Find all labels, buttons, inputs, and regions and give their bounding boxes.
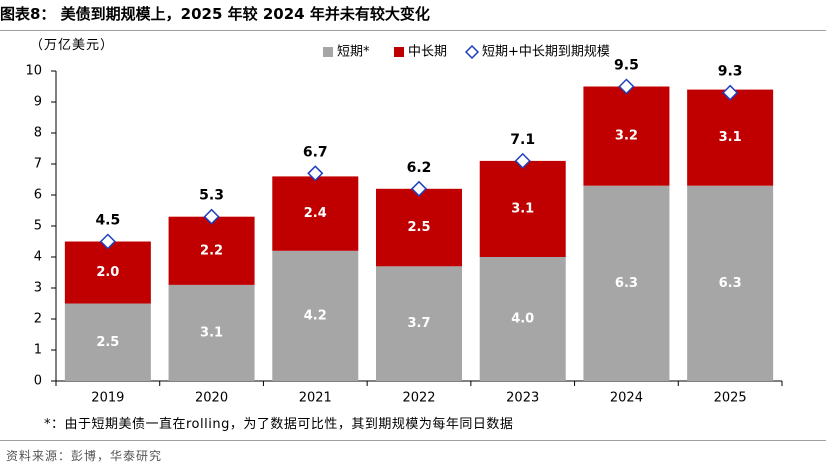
- bar-mid-long-term: [687, 89, 774, 186]
- legend-label-short-term: 短期*: [337, 45, 370, 60]
- y-tick-label: 9: [34, 95, 42, 110]
- bar-mid-long-term: [479, 160, 566, 257]
- y-axis-unit: （万亿美元）: [30, 38, 115, 53]
- bar-label-mid-long-term: 2.0: [96, 265, 119, 280]
- total-label: 6.7: [303, 144, 328, 160]
- legend-swatch-short-term: [323, 47, 333, 57]
- bar-label-short-term: 3.1: [200, 325, 223, 340]
- x-tick-label: 2020: [195, 391, 228, 406]
- total-marker: [514, 152, 531, 169]
- y-tick-label: 4: [34, 250, 42, 265]
- bar-mid-long-term: [583, 86, 670, 186]
- bar-label-mid-long-term: 3.1: [719, 130, 742, 145]
- total-marker: [307, 165, 324, 182]
- bar-label-short-term: 6.3: [719, 276, 742, 291]
- bar-short-term: [479, 257, 566, 381]
- stacked-bar-chart: 0 1 2 3 4 5 6 7 8 9 10 2.5 2.0 4.5 2019 3.1 2.2 5.3 2020 4.…: [25, 44, 783, 406]
- total-marker: [410, 180, 428, 197]
- y-tick-label: 3: [34, 281, 42, 296]
- bar-label-short-term: 3.7: [407, 316, 430, 331]
- total-marker: [722, 84, 739, 101]
- x-tick-label: 2024: [610, 391, 643, 406]
- legend-label-total: 短期+中长期到期规模: [482, 45, 610, 60]
- bar-short-term: [687, 185, 774, 381]
- y-tick-label: 10: [25, 64, 42, 79]
- total-label: 4.5: [95, 213, 120, 229]
- bar-short-term: [376, 266, 462, 381]
- bar-mid-long-term: [64, 241, 151, 304]
- total-label: 7.1: [510, 132, 535, 148]
- bar-label-mid-long-term: 2.2: [200, 243, 223, 258]
- x-tick-label: 2023: [506, 391, 539, 406]
- x-tick-label: 2025: [714, 391, 747, 406]
- x-tick-label: 2019: [91, 391, 124, 406]
- bar-label-short-term: 4.0: [511, 312, 534, 327]
- y-tick-label: 5: [34, 219, 42, 234]
- bar-label-mid-long-term: 2.4: [304, 206, 327, 221]
- total-label: 6.2: [407, 160, 432, 176]
- y-tick-label: 7: [34, 157, 42, 172]
- y-tick-label: 8: [34, 126, 42, 141]
- bar-short-term: [64, 303, 151, 381]
- bar-short-term: [168, 284, 255, 381]
- total-label: 9.5: [614, 58, 639, 74]
- y-tick-label: 2: [34, 312, 42, 327]
- bar-label-mid-long-term: 3.2: [615, 129, 638, 144]
- legend-label-mid-long-term: 中长期: [408, 45, 447, 60]
- bar-short-term: [272, 250, 359, 381]
- bar-label-mid-long-term: 2.5: [407, 220, 430, 235]
- bar-label-short-term: 2.5: [96, 335, 119, 350]
- total-marker: [618, 78, 635, 95]
- legend-swatch-mid-long-term: [394, 47, 404, 57]
- y-tick-label: 1: [34, 343, 42, 358]
- figure-title: 图表8： 美债到期规模上，2025 年较 2024 年并未有较大变化: [0, 5, 430, 23]
- bar-mid-long-term: [272, 176, 359, 251]
- bar-mid-long-term: [168, 216, 255, 285]
- bar-label-short-term: 4.2: [304, 308, 327, 323]
- source-note: 资料来源：彭博，华泰研究: [6, 449, 163, 463]
- total-marker: [99, 233, 116, 250]
- y-tick-label: 0: [34, 374, 42, 389]
- total-label: 5.3: [199, 188, 224, 204]
- bar-mid-long-term: [376, 188, 462, 267]
- x-tick-label: 2021: [299, 391, 332, 406]
- source-divider: [0, 440, 826, 441]
- bar-label-mid-long-term: 3.1: [511, 201, 534, 216]
- legend-marker-total: [464, 44, 480, 60]
- total-label: 9.3: [718, 64, 743, 80]
- total-marker: [203, 208, 220, 225]
- bar-short-term: [583, 185, 670, 381]
- footnote: *：由于短期美债一直在rolling，为了数据可比性，其到期规模为每年同日数据: [44, 417, 514, 432]
- bar-label-short-term: 6.3: [615, 276, 638, 291]
- title-divider: [0, 30, 826, 31]
- x-tick-label: 2022: [402, 391, 435, 406]
- y-tick-label: 6: [34, 188, 42, 203]
